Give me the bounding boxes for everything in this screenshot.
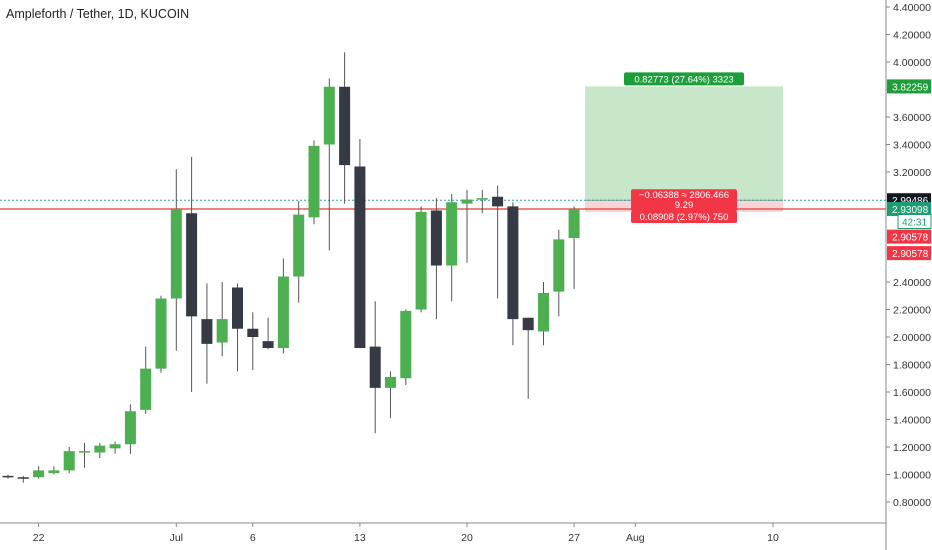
risk-label: 0.08908 (2.97%) 750: [640, 212, 729, 223]
candle-body: [385, 376, 396, 388]
candle-body: [339, 86, 351, 166]
x-tick-label: 13: [354, 532, 366, 544]
x-tick-label: 10: [767, 532, 779, 544]
x-tick-label: 20: [461, 532, 473, 544]
price-tag: [887, 79, 931, 94]
candle-body: [216, 319, 228, 343]
chart-title: Ampleforth / Tether, 1D, KUCOIN: [6, 7, 189, 21]
candle-body: [109, 444, 121, 449]
candle-body: [323, 86, 335, 145]
position-info-box: [631, 189, 737, 212]
y-tick-label: 1.60000: [893, 387, 931, 399]
candle-body: [201, 319, 213, 344]
candle-body: [446, 202, 458, 266]
price-line-layer: [0, 199, 886, 210]
candle-body: [63, 451, 75, 471]
candle-body: [415, 211, 427, 310]
y-tick-label: 3.20000: [893, 167, 931, 179]
price-tag-label: 2.90578: [892, 249, 929, 260]
y-tick-label: 2.00000: [893, 332, 931, 344]
candle-body: [140, 368, 152, 410]
position-label-layer: 0.82773 (27.64%) 3323 −0.06388 ≈ 2806.466…: [624, 72, 744, 223]
price-tag: [897, 214, 932, 229]
y-tick-label: 0.80000: [893, 497, 931, 509]
candle-body: [430, 210, 442, 266]
candle-body: [94, 445, 106, 453]
price-axis[interactable]: 4.400004.200004.000003.800003.600003.400…: [886, 2, 931, 509]
price-tag-label: 2.90578: [892, 233, 929, 244]
x-tick-label: Jul: [170, 532, 183, 544]
candle-body: [461, 199, 473, 204]
candle-body: [170, 209, 182, 299]
profit-zone: [585, 86, 783, 201]
candle-body: [155, 298, 167, 369]
candle-body: [48, 470, 60, 474]
y-tick-label: 4.20000: [893, 30, 931, 42]
time-axis[interactable]: 22 Jul 6 13 20 27 Aug 10: [33, 523, 779, 544]
candle-body: [354, 166, 366, 348]
candle-body: [568, 209, 580, 238]
price-tag: [887, 246, 931, 261]
price-tag-label: 2.99486: [892, 196, 929, 207]
price-tag-label: 2.93098: [892, 205, 929, 216]
y-tick-label: 1.80000: [893, 360, 931, 372]
candle-body: [522, 317, 534, 331]
candle-body: [247, 328, 259, 337]
candle-body: [186, 213, 198, 317]
y-tick-label: 3.40000: [893, 140, 931, 152]
candle-body: [308, 145, 320, 218]
price-tag: [887, 201, 931, 216]
price-tag-label: 42:31: [902, 218, 927, 229]
candle-body: [293, 214, 305, 277]
position-info-line-2: 9.29: [675, 200, 694, 211]
candle-body: [492, 196, 504, 207]
candle-body: [277, 276, 289, 348]
candle-body: [124, 411, 136, 445]
candle-body: [2, 475, 14, 478]
candle-layer: [2, 52, 580, 483]
candle-body: [232, 287, 243, 329]
y-tick-label: 4.00000: [893, 57, 931, 69]
x-tick-label: Aug: [626, 532, 645, 544]
candle-body: [262, 341, 274, 348]
price-tag-label: 3.82259: [892, 82, 929, 93]
risk-label-box: [631, 210, 737, 223]
x-tick-label: 27: [568, 532, 580, 544]
candle-body: [369, 346, 381, 388]
candle-body: [507, 206, 519, 320]
candle-body: [33, 470, 45, 478]
candle-body: [476, 198, 488, 200]
y-tick-label: 1.20000: [893, 442, 931, 454]
profit-label: 0.82773 (27.64%) 3323: [634, 74, 733, 85]
y-tick-label: 1.00000: [893, 470, 931, 482]
candle-body: [79, 451, 90, 453]
position-info-line-1: −0.06388 ≈ 2806.466: [639, 190, 729, 201]
x-tick-label: 6: [250, 532, 256, 544]
y-tick-label: 3.60000: [893, 112, 931, 124]
price-tag: [887, 229, 931, 244]
profit-label-box: [624, 72, 744, 86]
candle-body: [538, 293, 549, 332]
y-tick-label: 1.40000: [893, 415, 931, 427]
candle-body: [400, 310, 412, 379]
x-tick-label: 22: [33, 532, 45, 544]
candle-body: [553, 239, 565, 292]
y-tick-label: 4.40000: [893, 2, 931, 14]
candle-body: [17, 477, 29, 479]
y-tick-label: 2.40000: [893, 277, 931, 289]
y-tick-label: 2.20000: [893, 305, 931, 317]
